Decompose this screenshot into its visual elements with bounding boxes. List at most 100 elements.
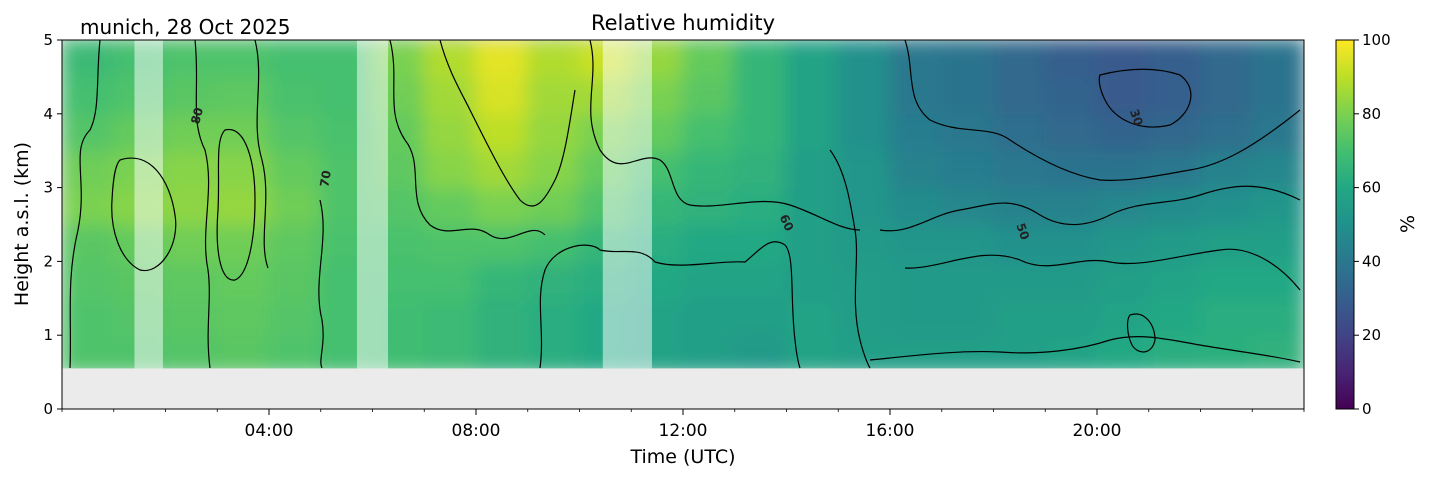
heatmap-cell	[1147, 75, 1202, 115]
heatmap-cell	[1251, 149, 1304, 189]
colorbar	[1335, 39, 1355, 410]
masked-period	[602, 40, 652, 369]
heatmap-cell	[940, 186, 995, 226]
heatmap-cell	[733, 223, 788, 263]
masked-period	[356, 40, 389, 369]
heatmap-cell	[475, 40, 529, 78]
y-tick-label: 2	[43, 252, 53, 270]
heatmap-cell	[216, 223, 270, 263]
contour-line-30	[1098, 68, 1192, 128]
heatmap-cell	[62, 149, 115, 189]
contour-line-55	[904, 248, 1301, 291]
colorbar-tick-label: 0	[1362, 400, 1372, 418]
edge-mask-left	[42, 40, 62, 409]
heatmap-cell	[164, 149, 219, 189]
contour-line-80-left	[69, 40, 101, 369]
contour-label: 30	[1127, 107, 1146, 127]
heatmap-cell	[733, 40, 788, 78]
heatmap-cell	[164, 112, 219, 152]
contour-label: 50	[1013, 221, 1032, 241]
x-axis-label: Time (UTC)	[629, 446, 735, 468]
heatmap-cell	[1096, 297, 1150, 337]
heatmap-cell	[1147, 186, 1202, 226]
contour-line-70-a	[194, 40, 211, 369]
heatmap-cell	[992, 186, 1047, 226]
contour-line-80-b	[216, 129, 256, 281]
heatmap-cell	[475, 149, 529, 189]
contour-line-70-b	[254, 40, 269, 269]
heatmap-cell	[1044, 297, 1098, 337]
heatmap-cell	[992, 334, 1047, 374]
heatmap-cell	[992, 260, 1047, 300]
heatmap-cell	[526, 40, 581, 78]
heatmap-cell	[62, 297, 115, 337]
heatmap-cell	[682, 149, 736, 189]
y-axis-label: Height a.s.l. (km)	[11, 142, 33, 306]
heatmap-cell	[1251, 334, 1304, 374]
heatmap-cell	[62, 260, 115, 300]
heatmap-cell	[733, 297, 788, 337]
heatmap-cell	[1199, 334, 1254, 374]
heatmap-cell	[682, 260, 736, 300]
heatmap-cell	[1044, 112, 1098, 152]
contour-line-60-b	[589, 40, 861, 231]
colorbar-label: %	[1397, 215, 1419, 233]
y-tick-label: 3	[43, 179, 53, 197]
heatmap-cell	[889, 260, 943, 300]
heatmap-cell	[268, 334, 322, 374]
contour-line-40	[904, 40, 1301, 181]
heatmap-cell	[475, 75, 529, 115]
heatmap-cell	[1199, 223, 1254, 263]
heatmap-cell	[216, 297, 270, 337]
humidity-field-blurred	[62, 40, 1304, 374]
contour-line-60-e	[869, 336, 1301, 363]
chart-title: Relative humidity	[591, 11, 775, 35]
heatmap-cell	[268, 40, 322, 78]
heatmap-cell	[992, 149, 1047, 189]
heatmap-cell	[1147, 223, 1202, 263]
y-tick-label: 1	[43, 326, 53, 344]
contour-line-50	[879, 185, 1301, 232]
heatmap-cell	[785, 260, 840, 300]
heatmap-cell	[733, 75, 788, 115]
heatmap-cell	[785, 223, 840, 263]
heatmap-cell	[837, 75, 891, 115]
heatmap-cell	[1251, 112, 1304, 152]
heatmap-cell	[1251, 75, 1304, 115]
heatmap-cell	[733, 260, 788, 300]
heatmap-cell	[475, 223, 529, 263]
heatmap-cell	[475, 334, 529, 374]
heatmap-cell	[423, 186, 477, 226]
heatmap-cell	[1199, 112, 1254, 152]
heatmap-cell	[992, 40, 1047, 78]
heatmap-cell	[216, 149, 270, 189]
heatmap-cell	[216, 186, 270, 226]
contour-line-80-c	[439, 40, 576, 207]
heatmap-cell	[1147, 297, 1202, 337]
heatmap-cell	[1199, 75, 1254, 115]
heatmap-cell	[1147, 260, 1202, 300]
heatmap-cell	[423, 260, 477, 300]
colorbar-tick-label: 20	[1362, 326, 1381, 344]
heatmap-cell	[733, 112, 788, 152]
heatmap-cell	[1096, 334, 1150, 374]
heatmap-cell	[62, 75, 115, 115]
heatmap-cell	[682, 297, 736, 337]
heatmap-cell	[889, 40, 943, 78]
heatmap-cell	[62, 334, 115, 374]
heatmap-cell	[1199, 260, 1254, 300]
contour-line-70-d	[389, 40, 546, 240]
humidity-field	[42, 40, 1304, 409]
heatmap-cell	[889, 149, 943, 189]
heatmap-cell	[216, 112, 270, 152]
heatmap-cell	[526, 334, 581, 374]
heatmap-cell	[268, 223, 322, 263]
contour-label: 60	[777, 212, 797, 233]
heatmap-cell	[1044, 334, 1098, 374]
heatmap-cell	[62, 186, 115, 226]
heatmap-cell	[940, 334, 995, 374]
heatmap-cell	[1096, 186, 1150, 226]
heatmap-cell	[682, 75, 736, 115]
heatmap-cell	[62, 223, 115, 263]
heatmap-cell	[423, 334, 477, 374]
